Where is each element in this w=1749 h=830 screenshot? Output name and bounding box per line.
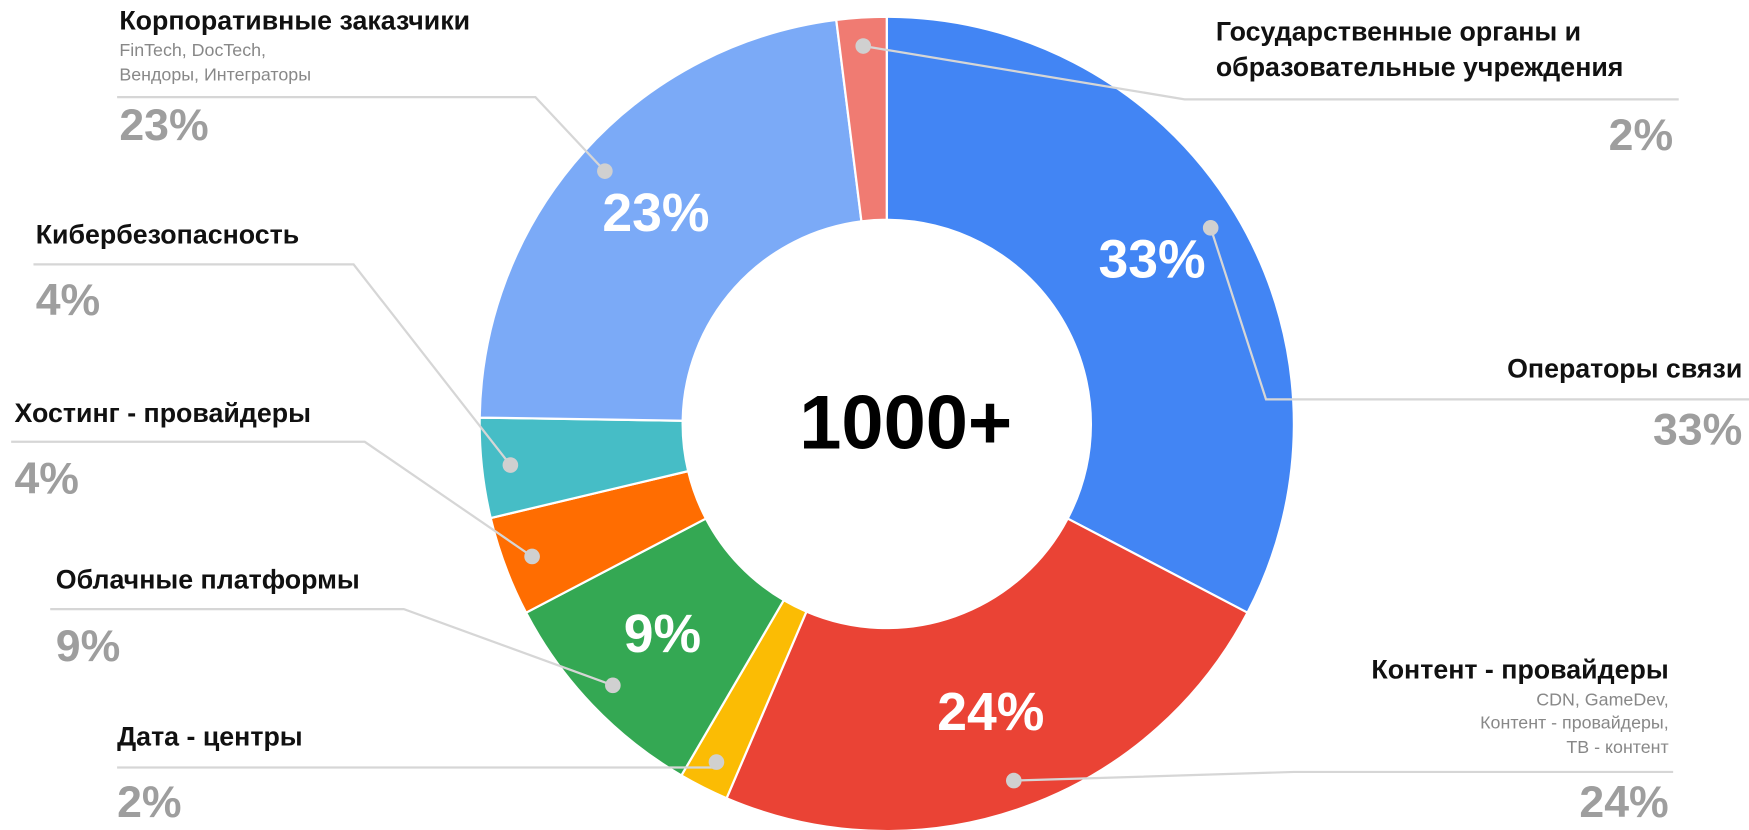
category-label: Корпоративные заказчики xyxy=(119,5,470,35)
slice-label: 24% xyxy=(937,683,1044,742)
leader-dot xyxy=(1202,220,1219,236)
leader-line xyxy=(11,440,533,558)
slice xyxy=(834,15,888,223)
leader-line xyxy=(1013,770,1674,782)
category-label: Контент - провайдеры xyxy=(1371,655,1668,685)
leader-dot xyxy=(855,38,872,54)
category-label: Кибербезопасность xyxy=(36,220,300,250)
category-description: Контент - провайдеры, xyxy=(1480,713,1669,733)
percent-label: 24% xyxy=(1579,778,1668,827)
center-label: 1000+ xyxy=(799,380,1012,465)
leader-line xyxy=(117,761,718,769)
leader-dot xyxy=(605,677,621,694)
slice-label: 23% xyxy=(602,184,709,243)
leader-dot xyxy=(708,754,725,770)
leader-line xyxy=(117,95,606,172)
category-description: FinTech, DocTech, xyxy=(119,40,266,60)
leader-dot xyxy=(524,548,540,565)
slice xyxy=(725,517,1249,830)
slice xyxy=(478,18,863,422)
slice-label: 33% xyxy=(1098,230,1205,289)
category-label: Дата - центры xyxy=(117,722,303,752)
percent-label: 4% xyxy=(15,455,79,504)
percent-label: 33% xyxy=(1653,406,1742,455)
leader-line xyxy=(33,263,512,466)
leader-line xyxy=(1209,227,1749,401)
category-description: Вендоры, Интеграторы xyxy=(119,65,311,85)
leader-line xyxy=(863,44,1679,101)
leader-line xyxy=(50,607,614,687)
percent-label: 9% xyxy=(56,622,120,671)
percent-label: 2% xyxy=(1609,111,1673,160)
category-description: ТВ - контент xyxy=(1566,737,1668,757)
slice xyxy=(885,15,1295,615)
percent-label: 23% xyxy=(119,101,208,150)
slices xyxy=(478,15,1295,830)
labels: 33% Операторы связи 33% 24% Контент - провай… xyxy=(11,5,1749,827)
category-label: Облачные платформы xyxy=(56,564,360,594)
percent-label: 2% xyxy=(117,778,181,827)
leader-dot xyxy=(502,457,519,473)
leader-dot xyxy=(597,163,613,179)
category-label: Операторы связи xyxy=(1507,353,1742,383)
leader-dot xyxy=(1005,772,1022,789)
slice-label: 9% xyxy=(624,605,701,664)
percent-label: 4% xyxy=(36,276,100,325)
category-label: Государственные органы и образовательные … xyxy=(1216,17,1624,83)
category-description: CDN, GameDev, xyxy=(1536,689,1668,709)
category-label: Хостинг - провайдеры xyxy=(15,398,311,428)
